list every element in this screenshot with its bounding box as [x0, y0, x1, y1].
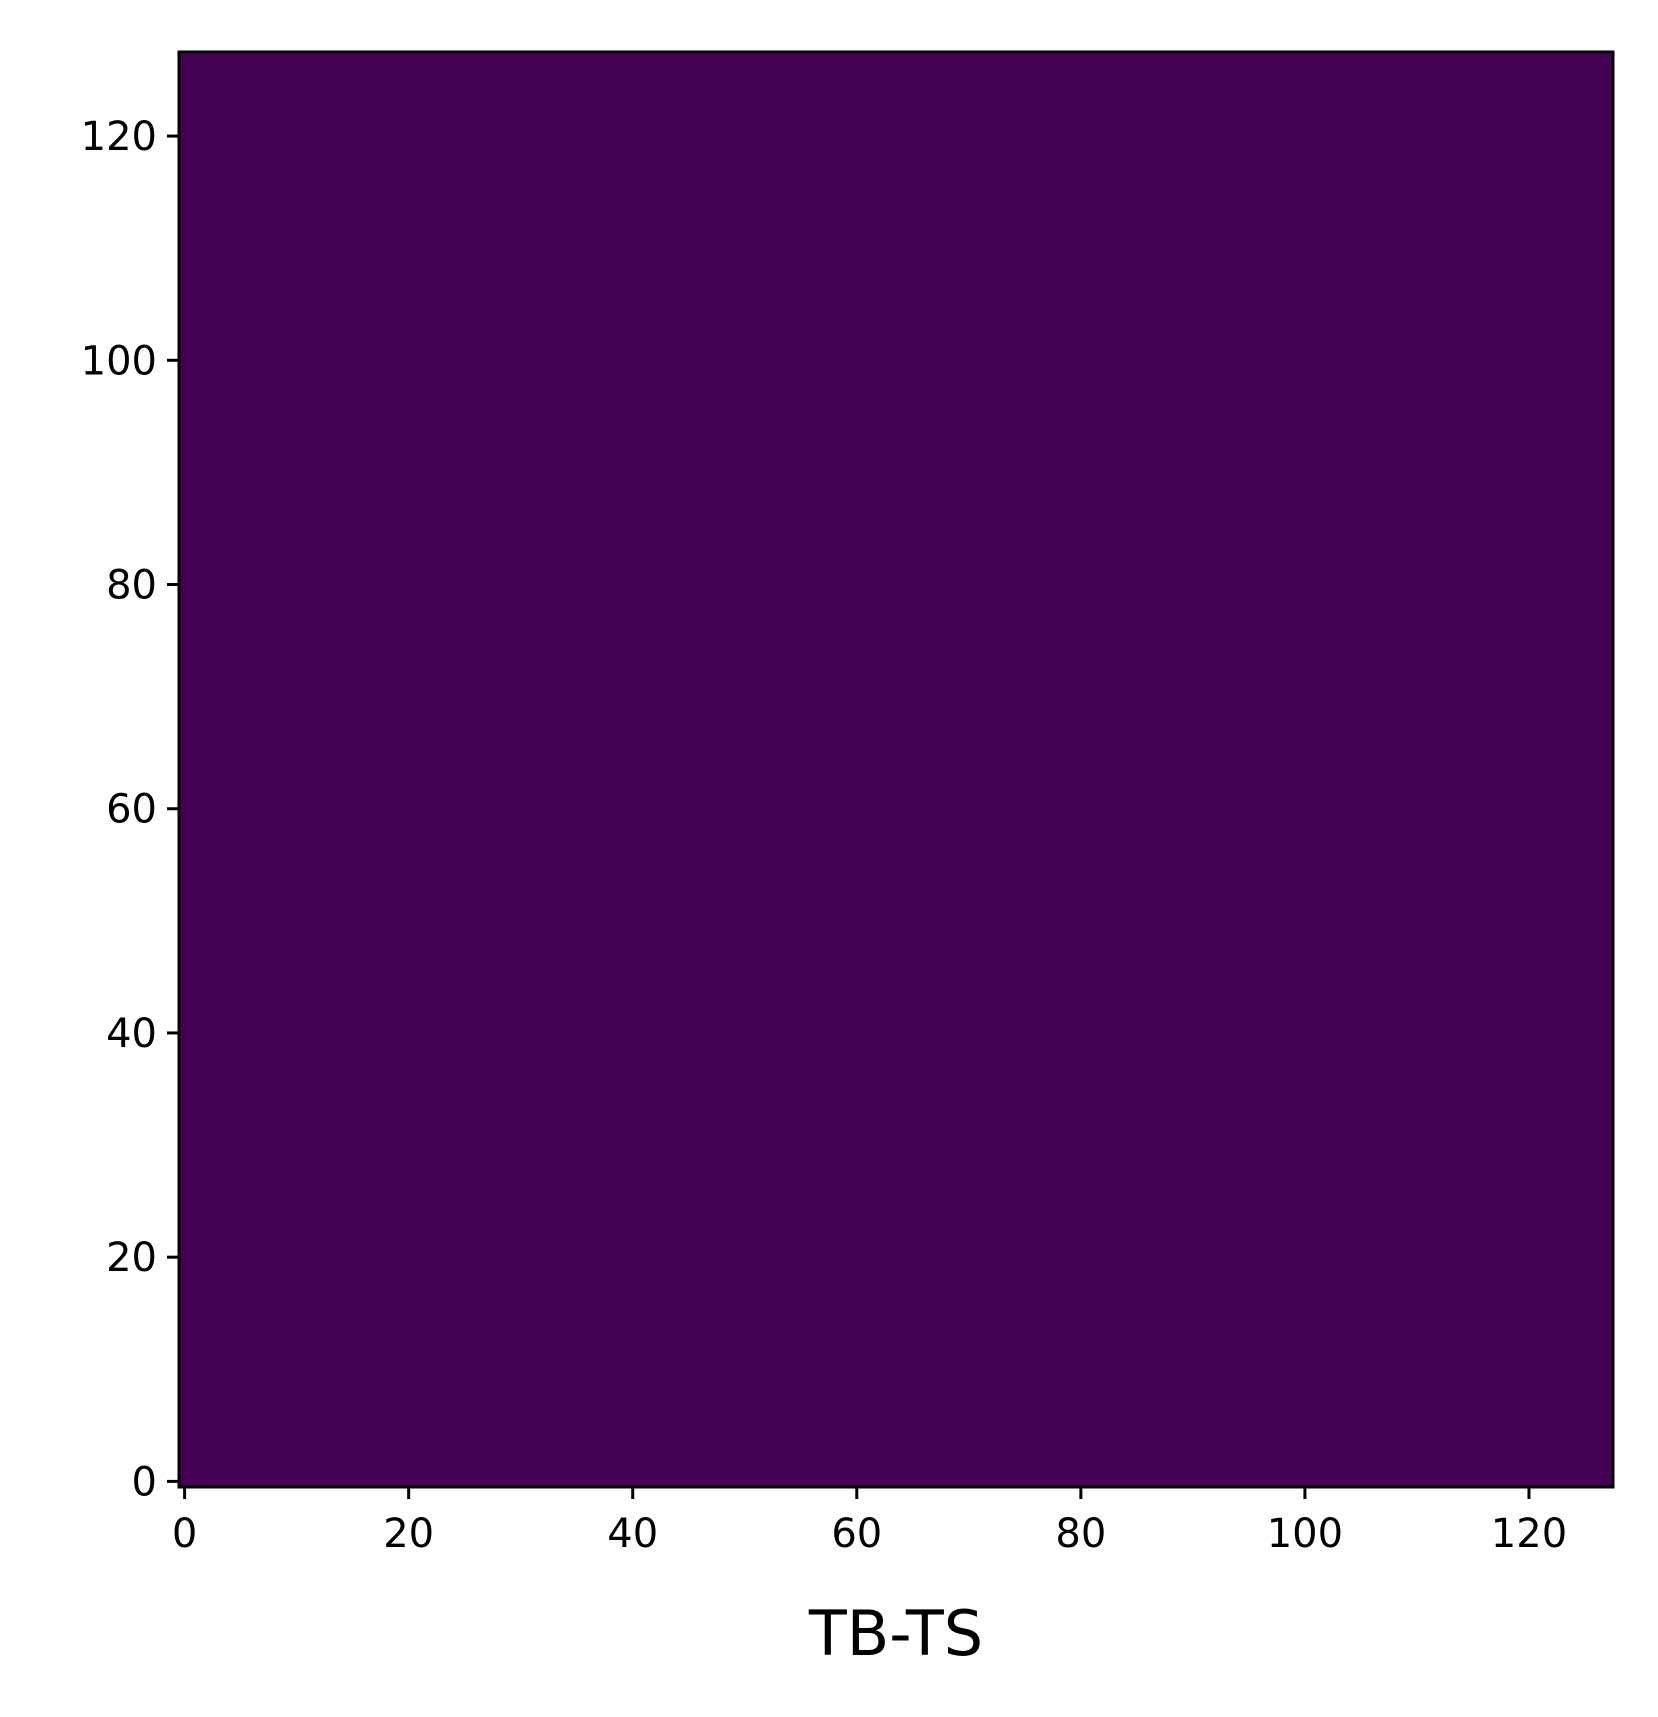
y-tick-label: 100 — [81, 338, 157, 384]
y-axis: 0 20 40 60 80 100 120 — [81, 114, 179, 1505]
y-tick-label: 120 — [81, 114, 157, 160]
x-tick-label: 0 — [172, 1511, 197, 1557]
x-tick-label: 100 — [1267, 1511, 1343, 1557]
y-tick-label: 60 — [106, 787, 157, 833]
plot-frame — [177, 50, 1615, 1489]
x-tick-label: 80 — [1055, 1511, 1106, 1557]
heatmap-background — [179, 52, 1613, 1487]
x-tick-label: 20 — [383, 1511, 434, 1557]
y-tick-label: 20 — [106, 1235, 157, 1281]
y-tick-label: 80 — [106, 563, 157, 609]
x-tick-label: 40 — [607, 1511, 658, 1557]
y-tick-label: 0 — [132, 1459, 157, 1505]
x-tick-label: 120 — [1491, 1511, 1567, 1557]
x-axis: 0 20 40 60 80 100 120 — [172, 1487, 1567, 1557]
plot-area — [179, 52, 1613, 1487]
y-tick-label: 40 — [106, 1011, 157, 1057]
x-axis-title: TB-TS — [808, 1597, 983, 1670]
x-tick-label: 60 — [831, 1511, 882, 1557]
